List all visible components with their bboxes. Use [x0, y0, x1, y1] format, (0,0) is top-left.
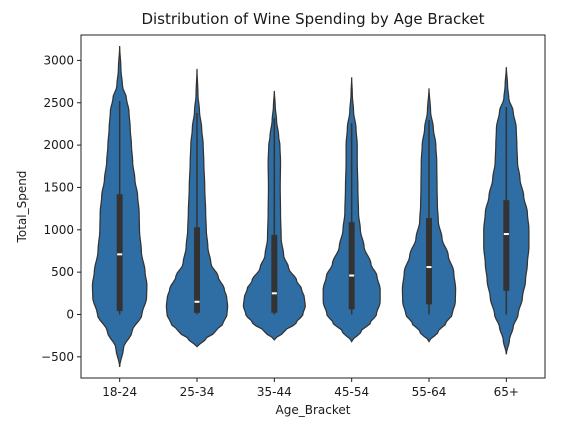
- chart-title: Distribution of Wine Spending by Age Bra…: [141, 10, 484, 28]
- violin-45-54: [322, 77, 381, 343]
- violin-iqr-box: [348, 222, 355, 310]
- y-tick-label: 1000: [43, 223, 74, 237]
- violin-55-64: [401, 88, 457, 343]
- x-axis: 18-24 25-34 35-44 45-54 55-64 65+: [102, 378, 519, 399]
- violin-layer: [91, 45, 530, 368]
- y-tick-label: 3000: [43, 53, 74, 67]
- y-tick-label: 2500: [43, 96, 74, 110]
- x-tick-label: 25-34: [180, 385, 215, 399]
- y-tick-label: 0: [66, 307, 74, 321]
- x-tick-label: 35-44: [257, 385, 292, 399]
- violin-18-24: [91, 45, 148, 368]
- y-axis-label: Total_Spend: [15, 171, 29, 244]
- x-tick-label: 18-24: [102, 385, 137, 399]
- y-tick-label: 2000: [43, 138, 74, 152]
- violin-iqr-box: [271, 234, 278, 313]
- violin-65+: [483, 67, 530, 355]
- violin-iqr-box: [426, 217, 432, 305]
- x-tick-label: 55-64: [412, 385, 447, 399]
- y-tick-label: 500: [51, 265, 74, 279]
- violin-iqr-box: [116, 194, 123, 312]
- y-tick-label: −500: [41, 350, 74, 364]
- violin-35-44: [242, 90, 306, 341]
- x-tick-label: 65+: [494, 385, 519, 399]
- violin-25-34: [165, 68, 229, 348]
- y-tick-label: 1500: [43, 180, 74, 194]
- violin-iqr-box: [503, 200, 510, 291]
- y-axis: −500 0 500 1000 1500 2000 2500 3000: [41, 53, 81, 364]
- plot-frame: [80, 34, 546, 379]
- x-axis-label: Age_Bracket: [276, 403, 351, 417]
- x-tick-label: 45-54: [334, 385, 369, 399]
- violin-iqr-box: [194, 227, 200, 313]
